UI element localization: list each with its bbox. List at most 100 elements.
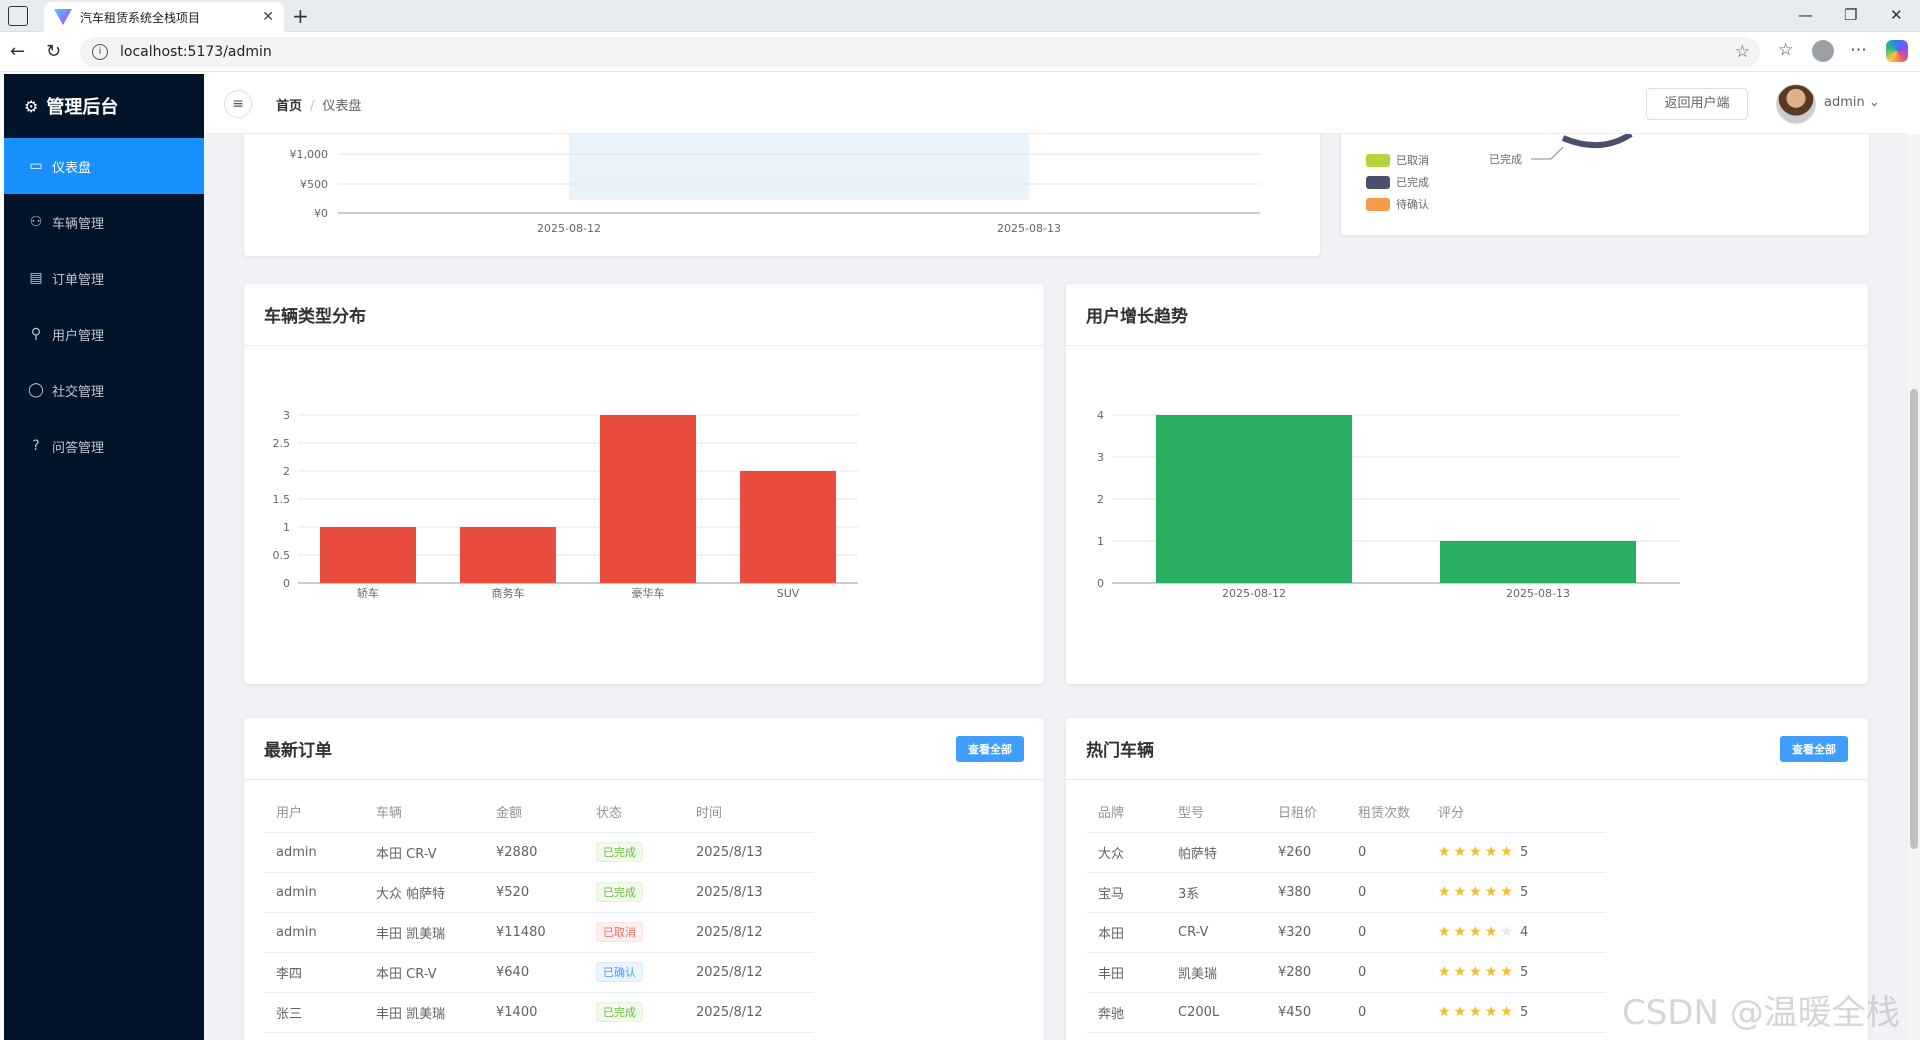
legend-swatch[interactable] [1366, 154, 1390, 167]
back-icon[interactable]: ← [10, 41, 26, 62]
favorite-star-icon[interactable]: ☆ [1734, 42, 1750, 62]
rating-value: 5 [1519, 965, 1529, 980]
sidebar-item-qa[interactable]: ? 问答管理 [4, 418, 204, 474]
car-brand: 丰田 [1086, 952, 1166, 993]
page-scrollbar[interactable] [1908, 134, 1920, 1040]
sidebar-item-vehicles[interactable]: ⚇ 车辆管理 [4, 194, 204, 250]
car-model: CR-V [1166, 912, 1266, 953]
order-status-chart: 已完成 已取消 已完成 待确认 [1366, 134, 1633, 211]
view-all-orders-button[interactable]: 查看全部 [956, 735, 1024, 762]
table-row[interactable]: 大众 帕萨特 ¥260 0 ★★★★★ 5 [1086, 832, 1606, 873]
column-header[interactable]: 车辆 [364, 792, 484, 833]
rating-value: 5 [1519, 845, 1529, 860]
copilot-icon[interactable] [1886, 40, 1908, 62]
order-amount: ¥640 [484, 952, 584, 993]
table-row[interactable]: 李四 本田 CR-V ¥640 已确认 2025/8/12 [264, 952, 814, 993]
brand-title: 管理后台 [46, 97, 119, 118]
collapse-menu-button[interactable]: ≡ [224, 90, 252, 118]
car-rating: ★★★★★ 4 [1426, 912, 1606, 953]
star-icon: ★ [1453, 964, 1470, 980]
car-price: ¥380 [1266, 872, 1346, 913]
table-row[interactable]: 张三 丰田 凯美瑞 ¥1400 已完成 2025/8/12 [264, 992, 814, 1033]
column-header[interactable]: 用户 [264, 792, 364, 833]
main-content: ¥1,000 ¥500 ¥0 2025-08-12 2025-08-13 已完成… [204, 134, 1908, 1040]
car-price: ¥320 [1266, 912, 1346, 953]
avatar[interactable] [1776, 84, 1816, 124]
car-rent-count: 0 [1346, 912, 1426, 953]
breadcrumb-home[interactable]: 首页 [276, 99, 303, 114]
sidebar-item-label: 车辆管理 [52, 216, 105, 232]
rating-value: 4 [1519, 925, 1529, 940]
sidebar-item-label: 社交管理 [52, 384, 105, 400]
table-row[interactable]: admin 大众 帕萨特 ¥520 已完成 2025/8/13 [264, 872, 814, 913]
card-header: 热门车辆 查看全部 [1066, 718, 1868, 780]
hot-cars-table: 品牌 型号 日租价 租赁次数 评分 大众 帕萨特 ¥260 0 ★★★★★ 5 宝马 3系 ¥… [1086, 792, 1606, 1033]
car-model: 凯美瑞 [1166, 952, 1266, 993]
restore-icon[interactable]: ❐ [1844, 6, 1858, 24]
reload-icon[interactable]: ↻ [46, 41, 62, 62]
car-brand: 奔驰 [1086, 992, 1166, 1033]
view-all-cars-button[interactable]: 查看全部 [1780, 735, 1848, 762]
status-badge: 已取消 [596, 922, 643, 942]
car-price: ¥450 [1266, 992, 1346, 1033]
browser-tab[interactable]: 汽车租赁系统全栈项目 ✕ [44, 2, 284, 32]
table-row[interactable]: admin 本田 CR-V ¥2880 已完成 2025/8/13 [264, 832, 814, 873]
site-info-icon[interactable]: i [92, 44, 108, 60]
column-header[interactable]: 日租价 [1266, 792, 1346, 833]
table-row[interactable]: 丰田 凯美瑞 ¥280 0 ★★★★★ 5 [1086, 952, 1606, 993]
column-header[interactable]: 时间 [684, 792, 814, 833]
more-menu-icon[interactable]: ⋯ [1850, 40, 1867, 60]
star-icon: ★ [1484, 844, 1501, 860]
tab-close-icon[interactable]: ✕ [262, 9, 274, 25]
rating-stars: ★★★★★ [1438, 964, 1516, 980]
column-header[interactable]: 评分 [1426, 792, 1606, 833]
minimize-icon[interactable]: — [1798, 6, 1813, 24]
order-car: 本田 CR-V [364, 832, 484, 873]
favorites-icon[interactable]: ☆ [1778, 40, 1794, 60]
x-tick: 2025-08-13 [997, 222, 1061, 235]
legend-swatch[interactable] [1366, 176, 1390, 189]
star-icon: ★ [1438, 1004, 1454, 1020]
sidebar-item-social[interactable]: ◯ 社交管理 [4, 362, 204, 418]
hot-cars-card: 热门车辆 查看全部 品牌 型号 日租价 租赁次数 评分 大众 帕萨特 ¥260 0 ★★… [1066, 718, 1868, 1040]
user-dropdown[interactable]: admin ⌄ [1824, 95, 1880, 110]
y-tick-label: 2 [283, 465, 290, 478]
window-close-icon[interactable]: ✕ [1890, 6, 1903, 24]
car-rating: ★★★★★ 5 [1426, 832, 1606, 873]
sidebar-item-label: 问答管理 [52, 440, 105, 456]
url-field[interactable]: i localhost:5173/admin ☆ [80, 37, 1760, 67]
column-header[interactable]: 型号 [1166, 792, 1266, 833]
sidebar-item-orders[interactable]: ▤ 订单管理 [4, 250, 204, 306]
scrollbar-thumb[interactable] [1910, 389, 1918, 849]
column-header[interactable]: 金额 [484, 792, 584, 833]
table-row[interactable]: 奔驰 C200L ¥450 0 ★★★★★ 5 [1086, 992, 1606, 1033]
y-tick: ¥1,000 [290, 148, 329, 161]
profile-avatar-icon[interactable] [1812, 40, 1834, 62]
car-icon: ⚇ [29, 214, 43, 230]
sidebar-item-dashboard[interactable]: ▭ 仪表盘 [4, 138, 204, 194]
table-row[interactable]: 本田 CR-V ¥320 0 ★★★★★ 4 [1086, 912, 1606, 953]
bar [1440, 541, 1636, 583]
address-bar-row: ← ↻ i localhost:5173/admin ☆ ☆ ⋯ [0, 32, 1920, 72]
star-icon: ★ [1469, 884, 1485, 900]
sidebar-toggle-icon[interactable] [8, 6, 28, 26]
column-header[interactable]: 状态 [584, 792, 684, 833]
card-header: 最新订单 查看全部 [244, 718, 1044, 780]
new-tab-icon[interactable]: + [292, 4, 309, 28]
car-rating: ★★★★★ 5 [1426, 992, 1606, 1033]
sidebar-item-users[interactable]: ⚲ 用户管理 [4, 306, 204, 362]
back-to-user-button[interactable]: 返回用户端 [1646, 88, 1748, 120]
star-icon: ★ [1469, 924, 1485, 940]
rating-stars: ★★★★★ [1438, 924, 1516, 940]
order-status-cell: 已取消 [584, 912, 684, 953]
table-row[interactable]: admin 丰田 凯美瑞 ¥11480 已取消 2025/8/12 [264, 912, 814, 953]
car-rent-count: 0 [1346, 992, 1426, 1033]
legend-swatch[interactable] [1366, 198, 1390, 211]
card-title: 车辆类型分布 [264, 307, 366, 327]
x-tick-label: 豪华车 [632, 586, 665, 600]
star-icon: ★ [1484, 1004, 1501, 1020]
table-row[interactable]: 宝马 3系 ¥380 0 ★★★★★ 5 [1086, 872, 1606, 913]
column-header[interactable]: 租赁次数 [1346, 792, 1426, 833]
card-header: 用户增长趋势 [1066, 284, 1868, 346]
column-header[interactable]: 品牌 [1086, 792, 1166, 833]
